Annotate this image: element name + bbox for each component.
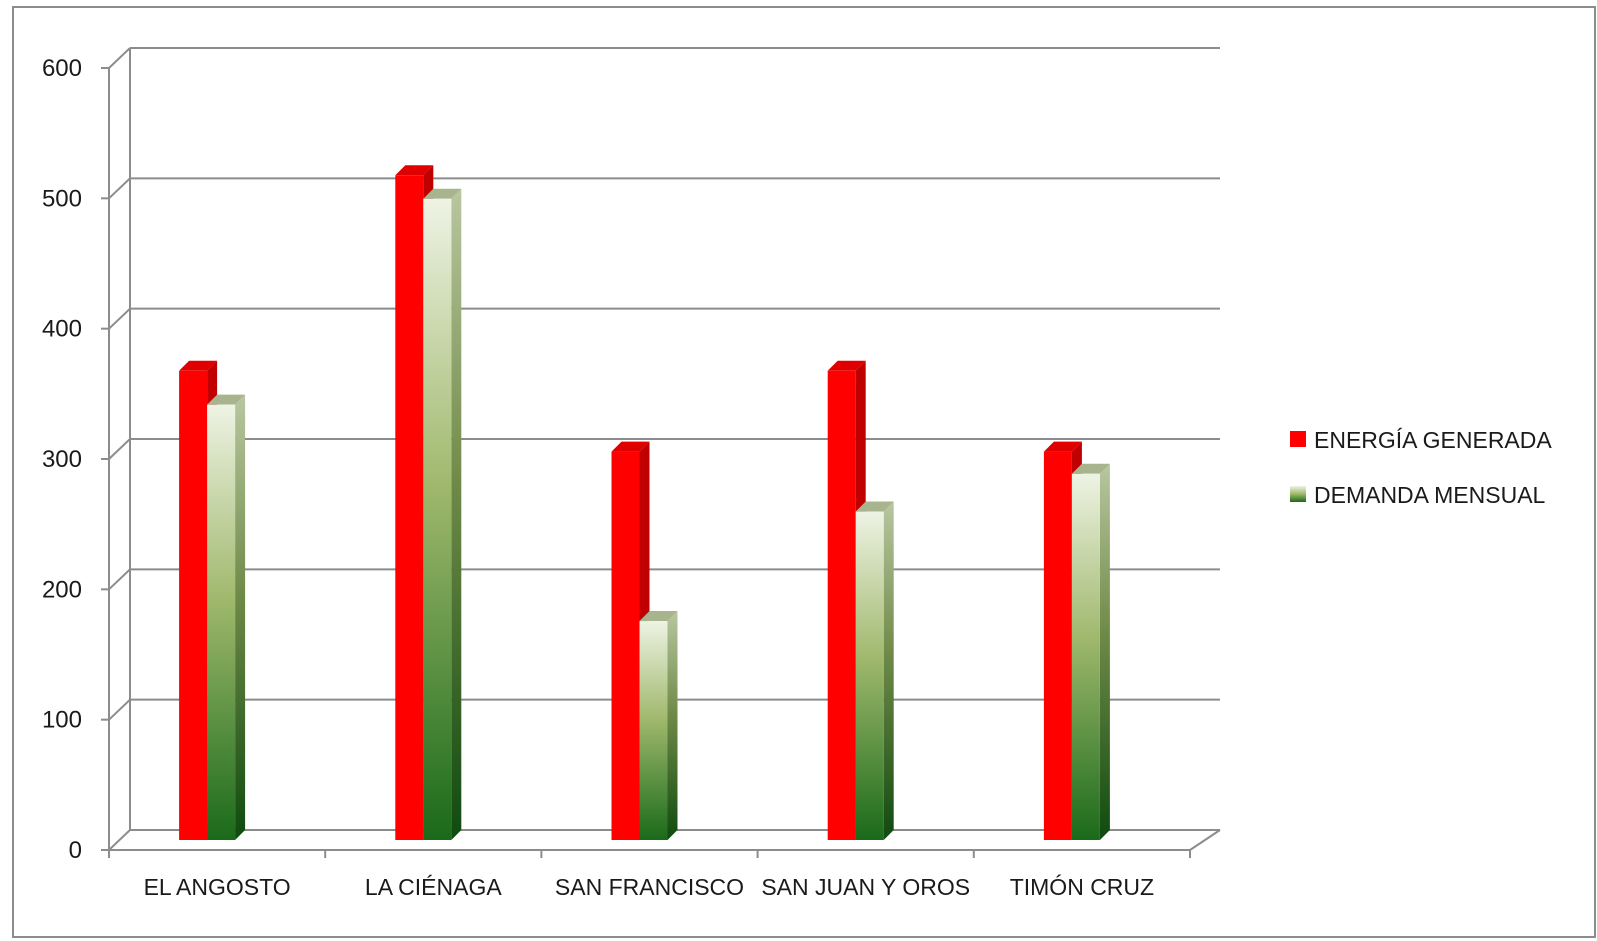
x-tick-label: EL ANGOSTO bbox=[144, 874, 291, 900]
chart-area bbox=[12, 6, 1596, 938]
bar-demanda bbox=[207, 404, 236, 840]
bar-side bbox=[235, 394, 246, 840]
bar-top bbox=[423, 188, 462, 199]
x-tick-label: SAN JUAN Y OROS bbox=[761, 874, 970, 900]
bar-top bbox=[639, 611, 678, 622]
y-tick-label: 300 bbox=[42, 446, 82, 473]
bar-top bbox=[611, 441, 650, 452]
bar-demanda bbox=[423, 198, 452, 840]
y-tick-label: 500 bbox=[42, 185, 82, 212]
legend-swatch bbox=[1290, 486, 1306, 502]
bars bbox=[179, 165, 1110, 841]
bar-top bbox=[1043, 441, 1082, 452]
bar-top bbox=[1071, 463, 1110, 474]
bar-energia bbox=[395, 175, 424, 841]
gridlines bbox=[108, 47, 1220, 851]
bar-top bbox=[207, 394, 246, 405]
bar-side bbox=[667, 611, 678, 840]
y-tick-label: 0 bbox=[69, 837, 82, 864]
gridline-depth bbox=[108, 438, 131, 460]
gridline-depth bbox=[108, 829, 131, 851]
bar-side bbox=[451, 188, 462, 840]
y-tick-label: 200 bbox=[42, 576, 82, 603]
gridline-depth bbox=[108, 698, 131, 721]
axes bbox=[101, 48, 1221, 858]
x-tick-label: TIMÓN CRUZ bbox=[1010, 874, 1154, 900]
bar-energia bbox=[1043, 451, 1072, 840]
y-tick-label: 400 bbox=[42, 316, 82, 343]
labels: 0 100 200 300 400 500 600 EL ANGOSTO LA CIÉNAGA S… bbox=[42, 55, 1154, 900]
legend: ENERGÍA GENERADA DEMANDA MENSUAL bbox=[1290, 427, 1552, 508]
gridline-depth bbox=[108, 177, 131, 200]
gridline-depth bbox=[108, 307, 131, 330]
bar-top bbox=[827, 360, 866, 371]
x-tick-label: LA CIÉNAGA bbox=[365, 874, 502, 900]
bar-energia bbox=[611, 451, 640, 840]
bar-top bbox=[179, 360, 218, 371]
legend-label: ENERGÍA GENERADA bbox=[1314, 427, 1552, 453]
bar-demanda bbox=[855, 511, 884, 840]
bar-side bbox=[883, 501, 894, 840]
bar-top bbox=[855, 501, 894, 512]
bar-top bbox=[395, 165, 434, 176]
bar-energia bbox=[179, 370, 208, 840]
bar-side bbox=[1099, 463, 1110, 840]
bar-demanda bbox=[1071, 473, 1100, 840]
y-tick-label: 100 bbox=[42, 707, 82, 734]
floor-edge bbox=[1189, 829, 1221, 851]
gridline-depth bbox=[108, 568, 131, 591]
legend-swatch bbox=[1290, 431, 1306, 447]
bar-energia bbox=[827, 370, 856, 840]
bar-demanda bbox=[639, 621, 668, 840]
gridline-depth bbox=[108, 47, 131, 69]
y-tick-label: 600 bbox=[42, 55, 82, 82]
legend-label: DEMANDA MENSUAL bbox=[1314, 482, 1546, 508]
x-tick-label: SAN FRANCISCO bbox=[555, 874, 744, 900]
